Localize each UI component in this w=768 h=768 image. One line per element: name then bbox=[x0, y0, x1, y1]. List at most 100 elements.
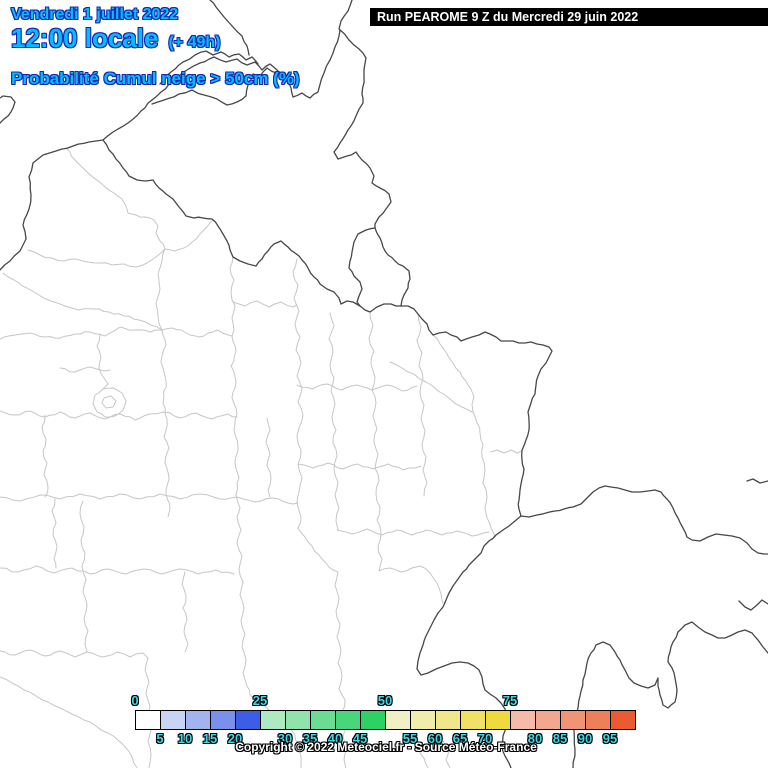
department-border-line bbox=[336, 528, 490, 537]
department-border-line bbox=[160, 329, 171, 518]
department-border-line bbox=[27, 248, 166, 268]
department-border-line bbox=[442, 740, 451, 768]
country-border-line bbox=[333, 0, 392, 229]
legend-box-20 bbox=[235, 710, 261, 730]
country-border-line bbox=[572, 621, 768, 768]
legend-tick-60: 60 bbox=[427, 731, 443, 746]
department-border-line bbox=[229, 256, 241, 518]
legend-box-85 bbox=[560, 710, 586, 730]
department-border-line bbox=[334, 571, 348, 768]
legend-box-0 bbox=[135, 710, 161, 730]
department-border-line bbox=[101, 395, 117, 409]
country-border-line bbox=[0, 95, 16, 124]
department-border-line bbox=[0, 649, 149, 659]
legend-tick-80: 80 bbox=[527, 731, 543, 746]
department-border-line bbox=[2, 272, 163, 331]
department-border-line bbox=[79, 500, 89, 653]
department-border-line bbox=[51, 498, 58, 569]
department-border-line bbox=[181, 571, 189, 653]
legend-tick-90: 90 bbox=[577, 731, 593, 746]
legend-tick-50: 50 bbox=[377, 693, 393, 708]
country-border-line bbox=[0, 99, 153, 271]
legend-box-95 bbox=[610, 710, 636, 730]
legend-tick-25: 25 bbox=[252, 693, 268, 708]
legend-box-50 bbox=[385, 710, 411, 730]
legend-tick-35: 35 bbox=[302, 731, 318, 746]
department-border-line bbox=[0, 676, 138, 768]
department-border-line bbox=[0, 493, 299, 505]
legend-tick-85: 85 bbox=[552, 731, 568, 746]
legend-box-70 bbox=[485, 710, 511, 730]
legend-tick-15: 15 bbox=[202, 731, 218, 746]
department-border-line bbox=[232, 300, 298, 308]
department-border-line bbox=[378, 565, 444, 604]
valid-time-row: 12:00 locale (+ 49h) bbox=[11, 23, 220, 54]
legend-box-60 bbox=[435, 710, 461, 730]
department-border-line bbox=[92, 387, 127, 418]
department-border-line bbox=[328, 312, 340, 531]
legend-box-10 bbox=[185, 710, 211, 730]
department-border-line bbox=[403, 734, 429, 768]
department-border-line bbox=[0, 326, 163, 340]
country-border-line bbox=[400, 305, 553, 517]
department-border-line bbox=[65, 147, 166, 250]
legend-box-90 bbox=[585, 710, 611, 730]
legend-box-5 bbox=[160, 710, 186, 730]
department-border-line bbox=[0, 410, 238, 421]
country-border-line bbox=[151, 56, 215, 101]
legend-tick-40: 40 bbox=[327, 731, 343, 746]
department-border-line bbox=[416, 313, 428, 497]
department-border-line bbox=[41, 414, 49, 498]
department-border-line bbox=[296, 383, 418, 392]
legend-box-65 bbox=[460, 710, 486, 730]
legend-tick-95: 95 bbox=[602, 731, 618, 746]
country-border-line bbox=[209, 0, 250, 56]
legend-box-55 bbox=[410, 710, 436, 730]
legend-box-75 bbox=[510, 710, 536, 730]
legend-box-35 bbox=[310, 710, 336, 730]
copyright-label: Copyright © 2022 Meteociel.fr - Source M… bbox=[235, 740, 537, 754]
forecast-offset-label: (+ 49h) bbox=[168, 34, 221, 51]
legend-tick-65: 65 bbox=[452, 731, 468, 746]
legend-tick-10: 10 bbox=[177, 731, 193, 746]
department-border-line bbox=[236, 516, 302, 768]
department-border-line bbox=[161, 327, 233, 338]
department-border-line bbox=[0, 565, 235, 575]
legend-tick-5: 5 bbox=[156, 731, 164, 746]
legend-box-45 bbox=[360, 710, 386, 730]
legend-tick-20: 20 bbox=[227, 731, 243, 746]
department-border-line bbox=[432, 334, 496, 538]
country-border-line bbox=[738, 599, 768, 611]
country-border-line bbox=[359, 303, 402, 313]
department-border-line bbox=[265, 417, 272, 498]
legend-tick-45: 45 bbox=[352, 731, 368, 746]
run-banner-label: Run PEAROME 9 Z du Mercredi 29 juin 2022 bbox=[377, 10, 639, 24]
department-border-line bbox=[368, 311, 383, 572]
country-border-line bbox=[151, 67, 284, 106]
date-label: Vendredi 1 juillet 2022 bbox=[11, 6, 179, 23]
department-border-line bbox=[155, 248, 166, 331]
legend-tick-0: 0 bbox=[131, 693, 139, 708]
legend-box-25 bbox=[260, 710, 286, 730]
legend-tick-55: 55 bbox=[402, 731, 418, 746]
department-border-line bbox=[297, 462, 422, 471]
legend-tick-30: 30 bbox=[277, 731, 293, 746]
country-border-line bbox=[102, 139, 361, 307]
legend-box-15 bbox=[210, 710, 236, 730]
time-label: 12:00 locale bbox=[11, 23, 159, 53]
country-border-line bbox=[520, 485, 768, 555]
legend-tick-75: 75 bbox=[502, 693, 518, 708]
department-border-line bbox=[297, 527, 339, 573]
product-title: Probabilité Cumul neige > 50cm (%) bbox=[11, 69, 300, 88]
department-border-line bbox=[490, 449, 523, 454]
department-border-line bbox=[164, 219, 214, 252]
legend-box-80 bbox=[535, 710, 561, 730]
department-border-line bbox=[292, 258, 304, 529]
legend-box-30 bbox=[285, 710, 311, 730]
legend-box-40 bbox=[335, 710, 361, 730]
country-border-line bbox=[348, 227, 376, 307]
department-border-line bbox=[389, 361, 473, 413]
country-border-line bbox=[159, 50, 259, 85]
